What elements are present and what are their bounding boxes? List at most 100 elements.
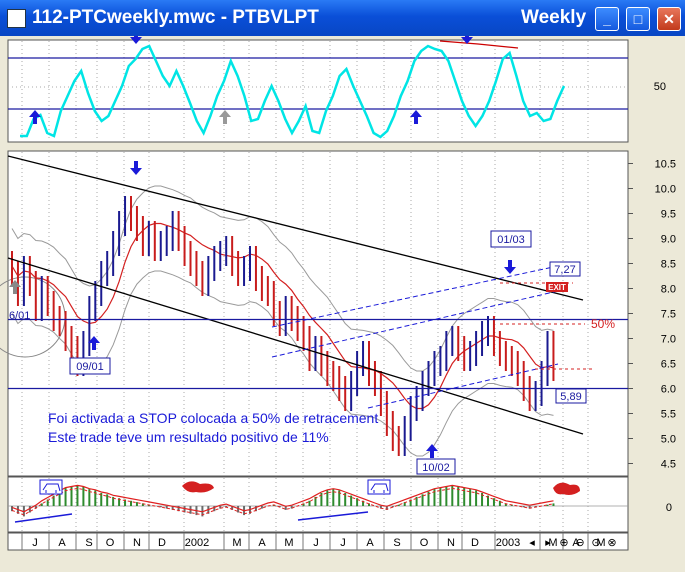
x-tick-label: J	[340, 537, 346, 549]
channel-upper-trendline	[7, 155, 584, 301]
channel-lower-trendline	[7, 257, 584, 435]
x-axis	[7, 532, 629, 551]
svg-text:5,89: 5,89	[560, 391, 581, 403]
price-tick-label: 6.5	[661, 359, 676, 371]
x-tick-label: D	[158, 537, 166, 549]
histogram-signal-dashed	[11, 487, 554, 516]
retracement-50-label: 50%	[591, 317, 615, 331]
svg-text:01/03: 01/03	[497, 234, 525, 246]
period-label: Weekly	[521, 7, 587, 28]
svg-text:EXIT: EXIT	[548, 283, 566, 292]
price-tick-label: 10.0	[655, 184, 676, 196]
scroll-left-icon[interactable]: ◂	[529, 537, 535, 549]
oscillator-line	[20, 44, 566, 139]
x-tick-label: M	[548, 537, 557, 549]
x-tick-label: A	[58, 537, 66, 549]
buy-arrow-icon	[9, 280, 21, 294]
sell-arrow-icon	[504, 260, 516, 274]
label-01-03: 01/03	[490, 230, 532, 248]
price-tick-label: 5.0	[661, 434, 676, 446]
svg-text:⊗: ⊗	[607, 537, 616, 549]
exit-flag: EXIT	[546, 282, 568, 292]
window-title: 112-PTCweekly.mwc - PTBVLPT	[32, 7, 319, 28]
close-button[interactable]: ✕	[657, 7, 681, 31]
x-tick-label: M	[284, 537, 293, 549]
label-09-01: 09/01	[69, 357, 111, 375]
oscillator-tick-50: 50	[654, 81, 666, 93]
x-tick-label: 2003	[496, 537, 520, 549]
x-tick-label: N	[447, 537, 455, 549]
buy-arrow-icon	[410, 110, 422, 124]
price-tick-label: 9.0	[661, 234, 676, 246]
buy-arrow-icon	[426, 444, 438, 458]
svg-text:7,27: 7,27	[554, 264, 575, 276]
rising-channel-lower	[367, 363, 559, 409]
oscillator-panel	[7, 39, 629, 143]
svg-text:⊕: ⊕	[559, 537, 568, 549]
fit-zoom-icon[interactable]: ⊗	[607, 537, 616, 549]
x-tick-label: A	[572, 537, 580, 549]
bear-icon	[553, 482, 580, 495]
annotation-line-2: Este trade teve um resultado positivo de…	[48, 429, 329, 445]
sell-arrow-icon	[130, 161, 142, 175]
price-tick-label: 5.5	[661, 409, 676, 421]
maximize-button[interactable]: □	[626, 7, 650, 31]
x-tick-label: O	[106, 537, 115, 549]
svg-text:10/02: 10/02	[422, 462, 450, 474]
sell-arrow-icon	[130, 36, 142, 44]
chart-area: 50 4.5 5.0 5.5 6.0 6.5 7.0 7.5 8.0 8.5 9.0 9.5 10.0…	[0, 36, 676, 551]
oscillator-divergence-line	[439, 40, 519, 49]
price-tick-label: 8.5	[661, 259, 676, 271]
price-tick-label: 9.5	[661, 209, 676, 221]
sell-arrow-icon	[461, 36, 473, 44]
price-box-7-27: 7,27	[549, 261, 581, 277]
rising-channel-upper	[271, 265, 559, 328]
app-icon[interactable]	[7, 9, 26, 28]
price-tick-label: 7.0	[661, 334, 676, 346]
x-tick-label: M	[232, 537, 241, 549]
annotation-line-1: Foi activada a STOP colocada a 50% de re…	[48, 410, 378, 426]
price-tick-label: 6.0	[661, 384, 676, 396]
reset-zoom-icon[interactable]: ⊙	[591, 537, 600, 549]
price-panel	[7, 150, 629, 477]
zoom-in-icon[interactable]: ⊕	[559, 537, 568, 549]
bull-icon	[39, 479, 63, 495]
svg-text:09/01: 09/01	[76, 361, 104, 373]
price-candles	[11, 196, 555, 456]
buy-arrow-icon	[88, 336, 100, 350]
x-tick-label: J	[313, 537, 319, 549]
histogram-tick-0: 0	[666, 502, 672, 514]
x-tick-label: O	[420, 537, 429, 549]
bollinger-upper-band	[11, 185, 554, 372]
x-tick-label: M	[596, 537, 605, 549]
price-tick-label: 4.5	[661, 459, 676, 471]
zoom-out-icon[interactable]: ⊖	[575, 537, 584, 549]
x-tick-label: D	[471, 537, 479, 549]
bull-icon	[367, 479, 391, 495]
buy-arrow-icon	[219, 110, 231, 124]
x-tick-label: S	[85, 537, 92, 549]
svg-text:⊙: ⊙	[591, 537, 600, 549]
price-tick-label: 10.5	[655, 159, 676, 171]
x-tick-label: S	[393, 537, 400, 549]
minimize-button[interactable]: _	[595, 7, 619, 31]
histogram-trendline-left	[14, 513, 73, 523]
bear-icon	[182, 481, 214, 493]
x-tick-label: A	[366, 537, 374, 549]
svg-text:⊖: ⊖	[575, 537, 584, 549]
histogram-signal-line	[11, 484, 554, 513]
price-tick-label: 7.5	[661, 309, 676, 321]
price-box-5-89: 5,89	[555, 388, 587, 404]
label-10-02: 10/02	[416, 458, 456, 475]
histogram-trendline-middle	[297, 511, 369, 521]
x-tick-label: 2002	[185, 537, 209, 549]
svg-text:◂: ◂	[529, 537, 535, 549]
svg-text:▸: ▸	[545, 537, 551, 549]
buy-arrow-icon	[29, 110, 41, 124]
title-bar[interactable]: 112-PTCweekly.mwc - PTBVLPT Weekly _ □ ✕	[0, 0, 685, 36]
cut-date-label: 6/01	[9, 310, 30, 322]
x-tick-label: J	[32, 537, 38, 549]
x-tick-label: N	[133, 537, 141, 549]
scroll-right-icon[interactable]: ▸	[545, 537, 551, 549]
rising-channel-middle	[271, 290, 559, 358]
